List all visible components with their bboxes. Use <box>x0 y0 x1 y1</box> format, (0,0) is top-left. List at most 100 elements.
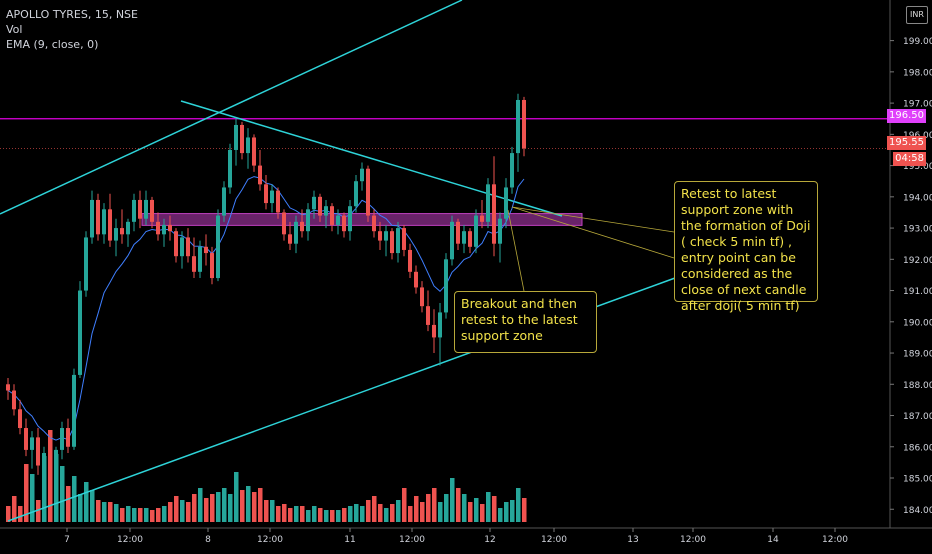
candle-body <box>408 249 412 272</box>
volume-indicator-label[interactable]: Vol <box>6 23 23 36</box>
retest-callout[interactable]: Retest to latest support zone with the f… <box>674 181 818 313</box>
candle-body <box>510 153 514 188</box>
candle-body <box>216 215 220 279</box>
volume-bar <box>384 508 389 522</box>
x-tick-label: 12:00 <box>257 535 283 545</box>
volume-bar <box>468 502 473 522</box>
volume-bar <box>462 494 467 522</box>
x-tick-label: 12:00 <box>822 535 848 545</box>
volume-bar <box>66 486 71 522</box>
candle-body <box>522 99 526 149</box>
volume-bar <box>120 508 125 522</box>
volume-bar <box>306 510 311 522</box>
candle-body <box>420 287 424 307</box>
y-tick-label: 186.00 <box>903 443 932 453</box>
y-tick-label: 192.00 <box>903 256 932 266</box>
candle-body <box>414 271 418 288</box>
volume-bar <box>240 490 245 522</box>
volume-bar <box>150 510 155 522</box>
candle-body <box>30 437 34 450</box>
candle-body <box>444 259 448 313</box>
volume-bar <box>114 504 119 522</box>
symbol-label[interactable]: APOLLO TYRES, 15, NSE <box>6 8 138 21</box>
volume-bar <box>282 504 287 522</box>
breakout-callout[interactable]: Breakout and then retest to the latest s… <box>454 291 597 353</box>
volume-bar <box>276 506 281 522</box>
candle-body <box>294 221 298 244</box>
volume-bar <box>324 510 329 522</box>
candle-body <box>324 206 328 216</box>
candle-body <box>390 231 394 254</box>
volume-bar <box>474 498 479 522</box>
volume-bar <box>288 508 293 522</box>
volume-bar <box>6 506 11 522</box>
volume-bar <box>144 508 149 522</box>
y-tick-label: 199.00 <box>903 37 932 47</box>
breakout-callout-leader <box>507 209 525 292</box>
volume-bar <box>174 496 179 522</box>
horizontal-lines <box>0 118 890 149</box>
volume-bar <box>18 506 23 522</box>
volume-bar <box>486 492 491 522</box>
y-tick-label: 197.00 <box>903 100 932 110</box>
candle-body <box>126 221 130 235</box>
volume-bar <box>126 506 131 522</box>
volume-bar <box>480 504 485 522</box>
currency-badge[interactable]: INR <box>906 6 928 24</box>
trendlines <box>0 0 687 522</box>
candle-body <box>18 409 22 429</box>
volume-bar <box>402 488 407 522</box>
candle-body <box>300 221 304 232</box>
x-tick-label: 12:00 <box>541 535 567 545</box>
candle-body <box>498 218 502 244</box>
volume-bar <box>342 508 347 522</box>
volume-bar <box>192 494 197 522</box>
support-zone-rect <box>141 213 583 226</box>
volume-bar <box>492 496 497 522</box>
volume-bar <box>132 508 137 522</box>
volume-bar <box>444 494 449 522</box>
ema-indicator-label[interactable]: EMA (9, close, 0) <box>6 38 99 51</box>
candles <box>6 93 526 488</box>
candle-body <box>60 428 64 450</box>
volume-bar <box>336 510 341 522</box>
volume-bar <box>300 506 305 522</box>
candle-body <box>90 199 94 238</box>
candle-body <box>96 199 100 235</box>
volume-bar <box>30 474 35 522</box>
candle-body <box>306 209 310 232</box>
callout-leaders <box>507 206 675 292</box>
volume-bar <box>186 502 191 522</box>
candle-body <box>492 184 496 244</box>
volume-bar <box>330 510 335 522</box>
candle-body <box>360 168 364 182</box>
candle-body <box>468 231 472 247</box>
candle-body <box>312 196 316 210</box>
volume-bar <box>60 466 65 522</box>
candle-body <box>504 187 508 219</box>
volume-bar <box>312 506 317 522</box>
candle-body <box>108 209 112 241</box>
volume-bar <box>210 494 215 522</box>
candle-body <box>204 246 208 254</box>
descending-trendline <box>180 100 563 217</box>
candle-body <box>234 124 238 150</box>
x-tick-label: 11 <box>344 535 355 545</box>
candle-body <box>150 199 154 222</box>
volume-bar <box>156 508 161 522</box>
volume-bar <box>354 504 359 522</box>
candle-body <box>354 181 358 207</box>
volume-bar <box>204 498 209 522</box>
y-tick-label: 185.00 <box>903 475 932 485</box>
volume-bar <box>408 506 413 522</box>
candle-body <box>264 184 268 204</box>
y-tick-label: 193.00 <box>903 225 932 235</box>
x-tick-label: 12:00 <box>399 535 425 545</box>
candle-body <box>396 228 400 254</box>
candle-body <box>186 237 190 257</box>
volume-bar <box>24 464 29 522</box>
candle-body <box>120 228 124 235</box>
